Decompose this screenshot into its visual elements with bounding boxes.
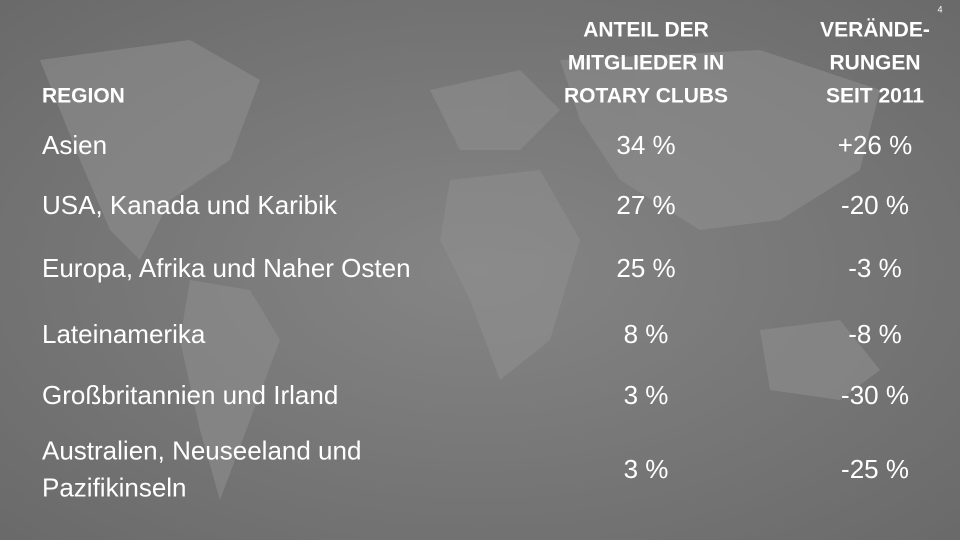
region-cell: Asien [42, 130, 107, 160]
region-cell: Großbritannien und Irland [42, 380, 338, 410]
value-cell: 25 % [616, 253, 675, 283]
region-cell: Australien, Neuseeland und [42, 435, 361, 465]
region-cell: USA, Kanada und Karibik [42, 190, 338, 220]
region-cell: Europa, Afrika und Naher Osten [42, 253, 411, 283]
header-cell: MITGLIEDER IN [568, 52, 724, 75]
value-cell: +26 % [838, 130, 912, 160]
value-cell: -8 % [848, 319, 901, 349]
header-cell: REGION [42, 85, 125, 108]
world-map [40, 40, 880, 500]
value-cell: 27 % [616, 190, 675, 220]
region-cell: Lateinamerika [42, 319, 206, 349]
header-cell: RUNGEN [829, 52, 920, 75]
header-cell: ROTARY CLUBS [564, 85, 728, 108]
value-cell: 3 % [624, 454, 669, 484]
header-cell: SEIT 2011 [826, 85, 924, 108]
header-cell: ANTEIL DER [583, 19, 709, 42]
value-cell: 8 % [624, 319, 669, 349]
value-cell: -3 % [848, 253, 901, 283]
value-cell: 34 % [616, 130, 675, 160]
page-number: 4 [937, 4, 942, 14]
value-cell: 3 % [624, 380, 669, 410]
value-cell: -30 % [841, 380, 909, 410]
value-cell: -20 % [841, 190, 909, 220]
value-cell: -25 % [841, 454, 909, 484]
header-cell: VERÄNDE- [820, 19, 930, 42]
table: REGION ANTEIL DER MITGLIEDER IN ROTARY CLUB… [42, 19, 930, 503]
region-cell: Pazifikinseln [42, 472, 187, 502]
